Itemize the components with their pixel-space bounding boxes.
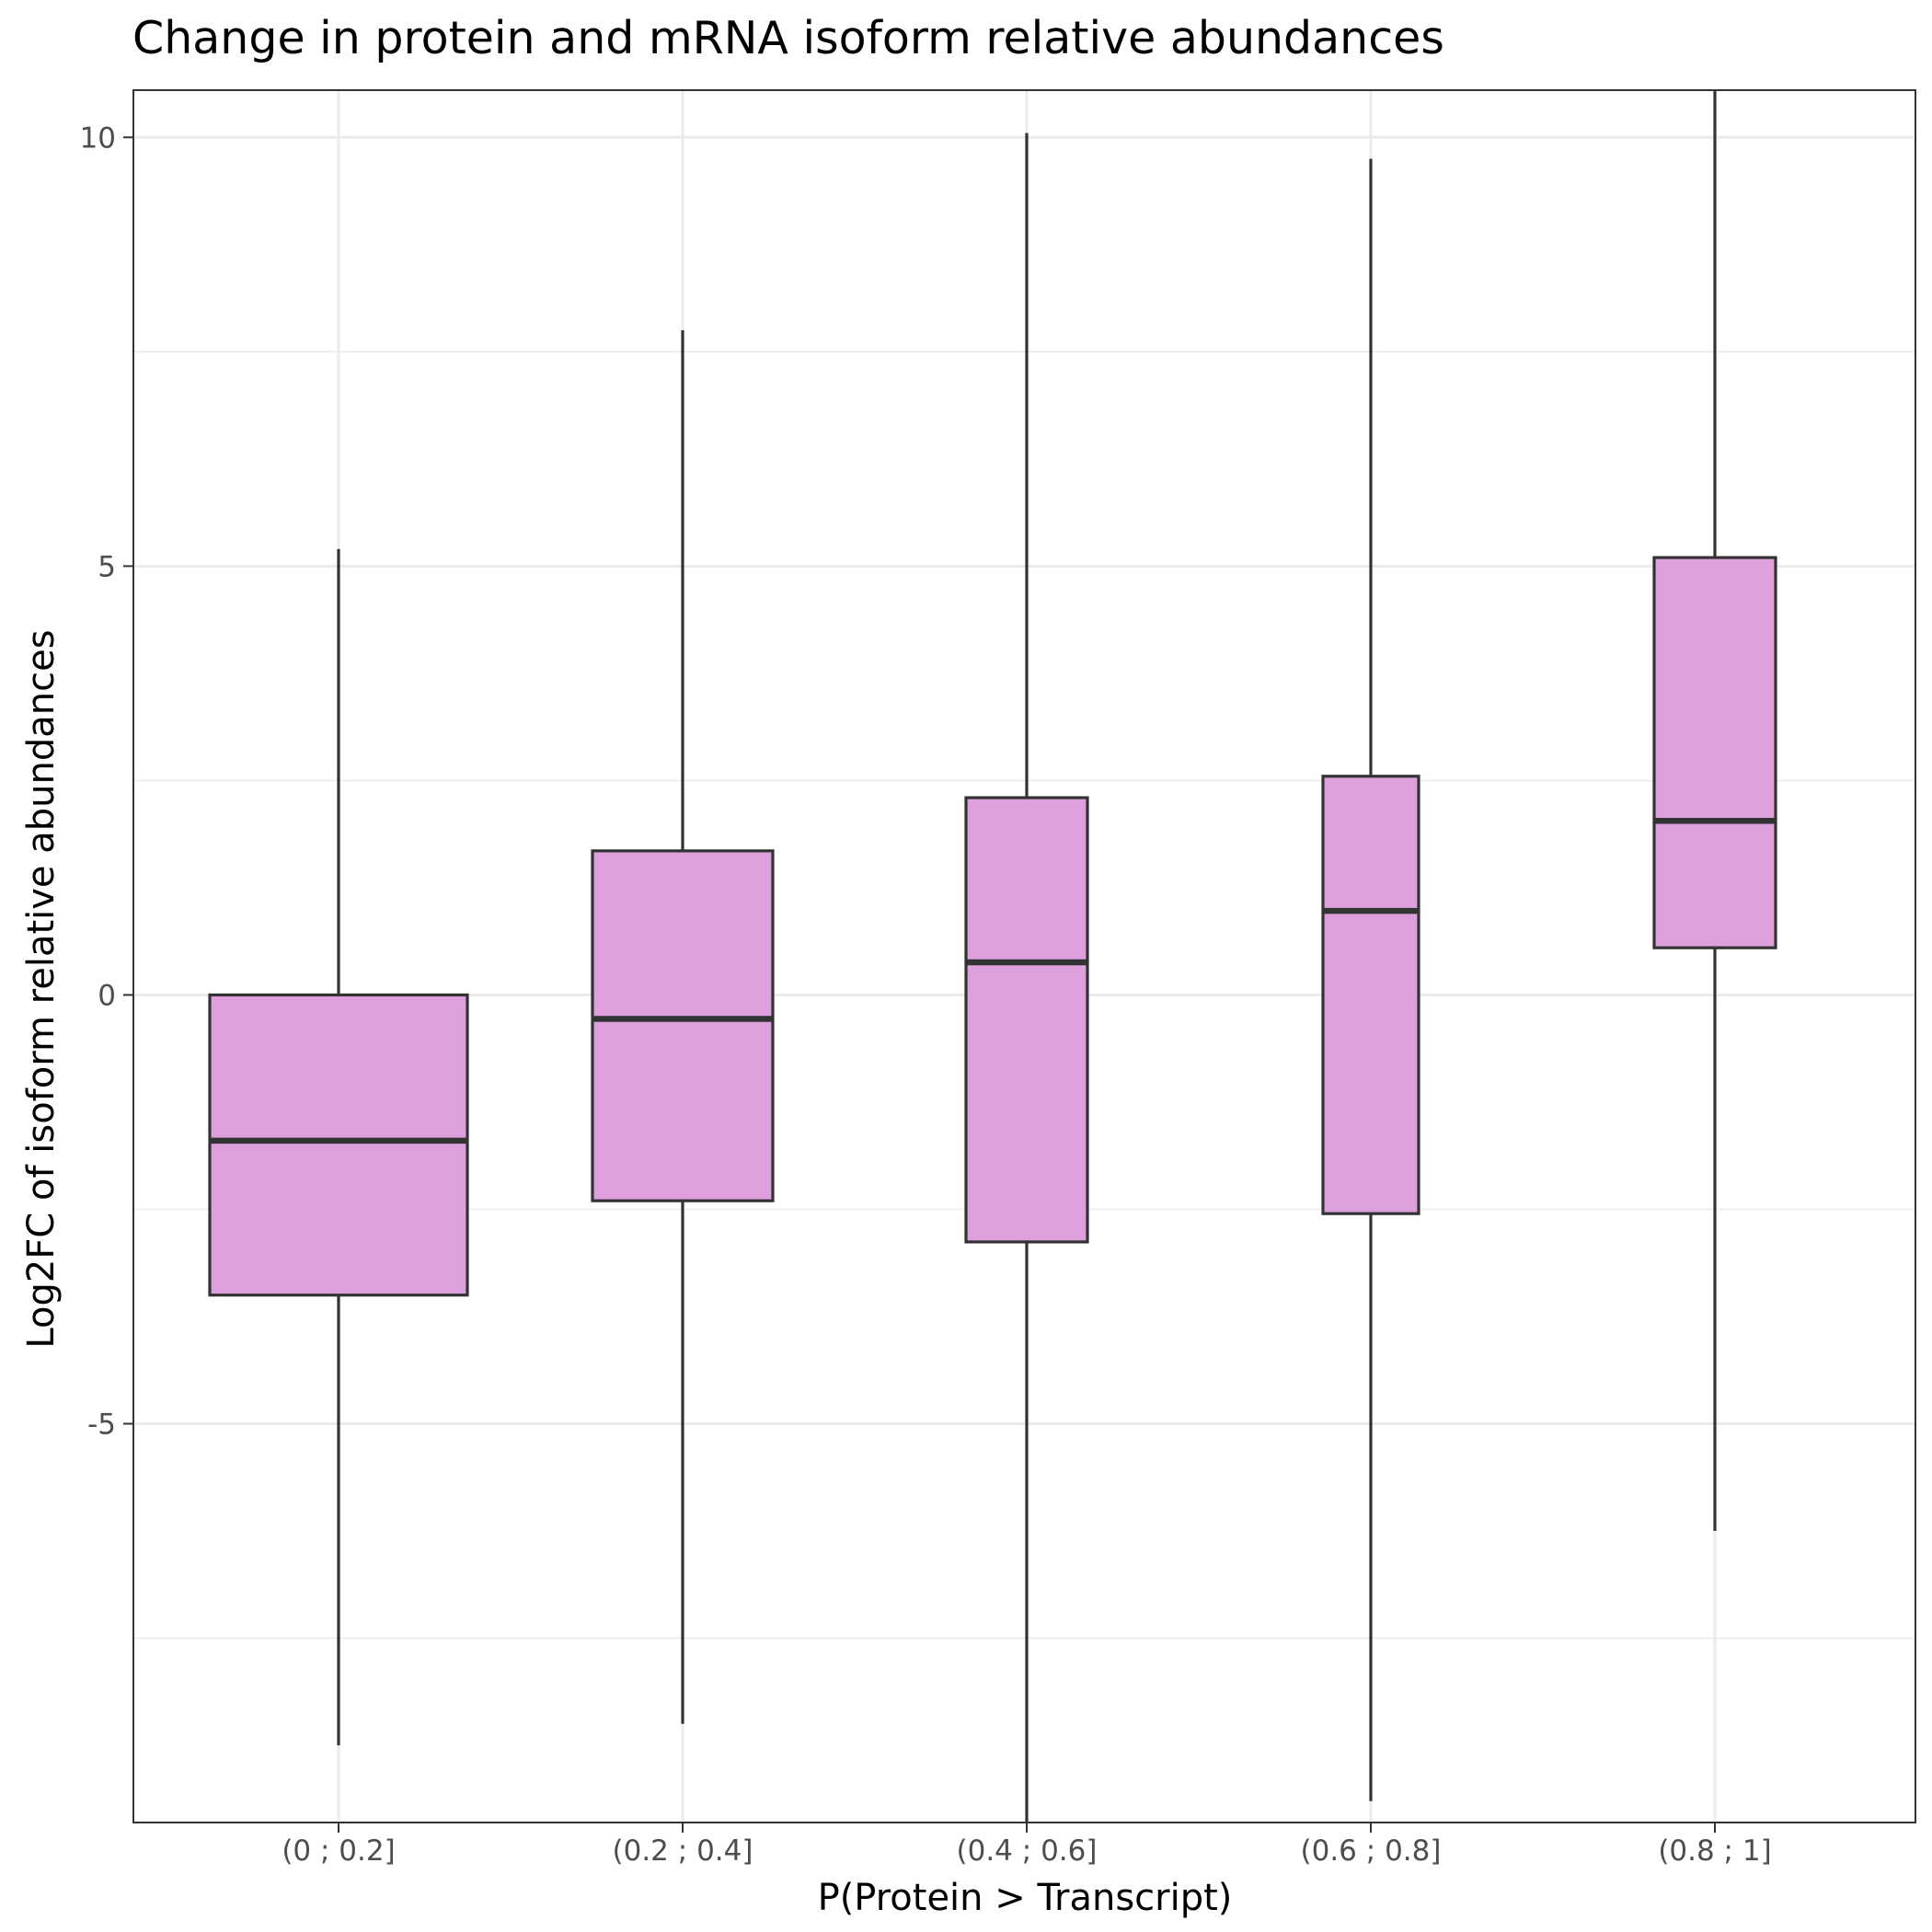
interquartile-box — [1321, 775, 1420, 1215]
interquartile-box — [591, 849, 775, 1202]
y-tick-label: 10 — [80, 121, 116, 155]
y-tick-label: 0 — [98, 979, 116, 1012]
box-2 — [591, 330, 775, 1724]
interquartile-box — [208, 993, 469, 1297]
chart-title: Change in protein and mRNA isoform relat… — [132, 12, 1444, 64]
interquartile-box — [964, 796, 1089, 1244]
x-tick-label: (0.6 ; 0.8] — [1301, 1834, 1442, 1868]
panel-border — [132, 89, 1916, 1823]
box-5 — [1652, 90, 1777, 1532]
box-3 — [964, 132, 1089, 1823]
interquartile-box — [1652, 556, 1777, 949]
box-layer — [208, 90, 1777, 1823]
box-1 — [208, 548, 469, 1746]
y-tick-label: -5 — [87, 1409, 116, 1442]
x-tick-label: (0.4 ; 0.6] — [957, 1834, 1098, 1868]
x-tick-label: (0.8 ; 1] — [1658, 1834, 1771, 1868]
y-axis-title: Log2FC of isoform relative abundances — [20, 629, 63, 1348]
axis-layer: 10 5 0 -5 (0 ; 0.2] (0.2 ; 0.4] (0.4 ; 0.6] (0.… — [80, 121, 1772, 1868]
y-tick-label: 5 — [98, 550, 116, 583]
x-axis-title: P(Protein > Transcript) — [818, 1877, 1233, 1919]
x-tick-label: (0.2 ; 0.4] — [613, 1834, 753, 1868]
x-tick-label: (0 ; 0.2] — [282, 1834, 395, 1868]
box-4 — [1321, 158, 1420, 1801]
